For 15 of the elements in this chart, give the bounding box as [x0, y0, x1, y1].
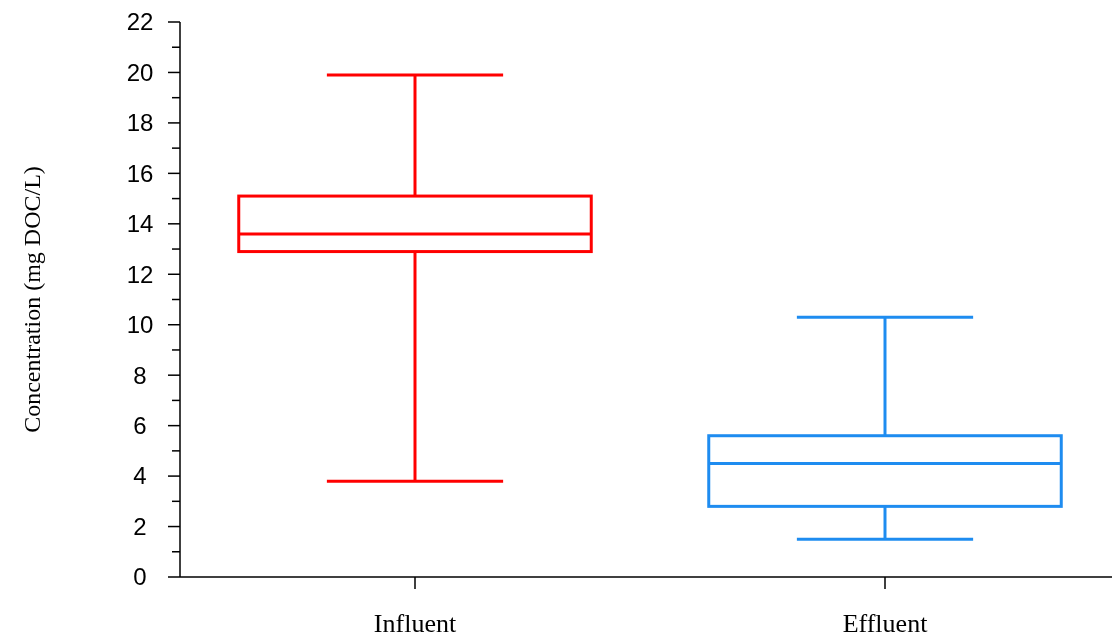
y-tick-label: 14	[126, 210, 154, 238]
y-tick-label: 2	[133, 512, 147, 540]
y-axis-title: Concentration (mg DOC/L)	[19, 166, 46, 433]
y-tick-label: 10	[126, 311, 154, 339]
y-tick-label: 4	[133, 462, 147, 490]
y-tick-label: 20	[126, 58, 154, 86]
y-tick-label: 18	[126, 109, 154, 137]
y-tick-label: 0	[133, 563, 147, 591]
x-tick-label: Influent	[373, 609, 457, 638]
y-tick-label: 12	[126, 260, 154, 288]
x-tick-label: Effluent	[842, 609, 929, 638]
y-tick-label: 22	[126, 8, 154, 36]
y-tick-label: 16	[126, 159, 154, 187]
y-tick-label: 8	[133, 361, 147, 389]
y-tick-label: 6	[133, 412, 147, 440]
